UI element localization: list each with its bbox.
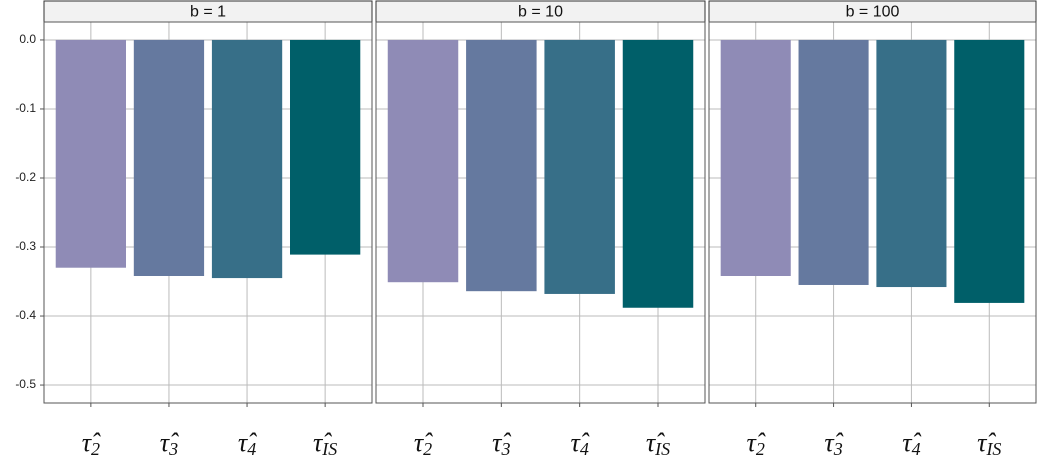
y-tick-label: -0.1 — [15, 101, 36, 115]
bar — [720, 39, 791, 277]
bar — [290, 39, 361, 255]
bar — [622, 39, 694, 308]
bar — [211, 39, 283, 279]
y-tick-label: -0.2 — [15, 170, 36, 184]
bar — [466, 39, 537, 292]
bar — [387, 39, 459, 283]
panel-border — [708, 21, 1037, 404]
y-tick-label: -0.3 — [15, 239, 36, 253]
x-tick-label: τ̂3 — [824, 428, 843, 459]
x-tick-label: τ̂IS — [313, 428, 337, 459]
x-tick-label: τ̂3 — [492, 428, 511, 459]
y-tick-label: 0.0 — [19, 32, 36, 46]
y-tick-label: -0.4 — [15, 308, 36, 322]
panel-border — [43, 21, 373, 404]
panel-title: b = 10 — [518, 4, 563, 21]
bar — [133, 39, 205, 277]
x-tick-label: τ̂4 — [571, 428, 590, 459]
bar — [55, 39, 126, 268]
bar — [876, 39, 947, 288]
x-tick-label: τ̂2 — [82, 428, 101, 459]
panel-title: b = 100 — [846, 4, 900, 21]
x-tick-label: τ̂4 — [238, 428, 257, 459]
panel-title: b = 1 — [190, 4, 226, 21]
bar — [954, 39, 1025, 303]
x-tick-label: τ̂2 — [414, 428, 433, 459]
x-tick-label: τ̂2 — [747, 428, 766, 459]
bar — [544, 39, 615, 294]
panel-border — [375, 21, 706, 404]
x-tick-label: τ̂IS — [977, 428, 1001, 459]
y-tick-label: -0.5 — [15, 377, 36, 391]
x-tick-label: τ̂4 — [902, 428, 921, 459]
bar — [798, 39, 869, 285]
x-tick-label: τ̂IS — [646, 428, 670, 459]
x-tick-label: τ̂3 — [160, 428, 179, 459]
